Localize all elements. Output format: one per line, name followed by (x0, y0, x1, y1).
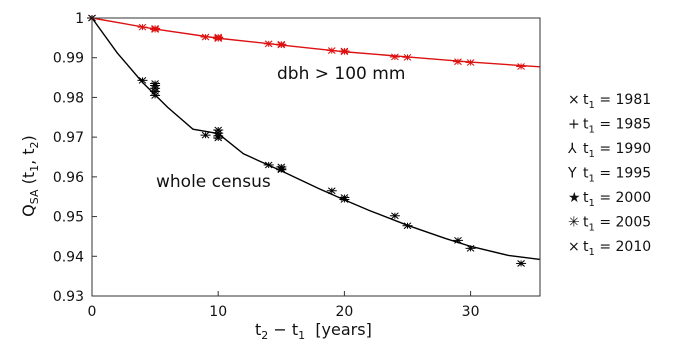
legend-marker: × (568, 92, 580, 108)
x-tick-label: 0 (88, 304, 97, 320)
x-tick-label: 30 (462, 304, 480, 320)
data-point (200, 33, 211, 41)
legend-entry: t1 = 2010 (583, 239, 651, 258)
data-point (200, 131, 211, 139)
data-point (389, 53, 400, 61)
x-axis-label: t2 − t1 [years] (255, 320, 372, 342)
legend-marker: Y (567, 166, 577, 182)
data-point (339, 196, 350, 203)
data-point (213, 134, 224, 142)
y-axis-label-sub1: 1 (28, 165, 41, 172)
legend-label-prefix: t (583, 190, 589, 206)
legend-label-suffix: = 2000 (595, 190, 651, 206)
data-point (402, 222, 413, 230)
x-axis-label-minus: − t (268, 320, 298, 339)
data-point (452, 237, 463, 244)
data-point (150, 25, 161, 33)
data-point (326, 187, 337, 195)
data-point (213, 35, 224, 43)
legend-label-sub: 1 (589, 198, 595, 209)
legend-label-prefix: t (583, 215, 589, 231)
legend-label-sub: 1 (589, 223, 595, 234)
data-point (326, 47, 337, 54)
legend-label-suffix: = 1990 (595, 141, 651, 157)
data-point (516, 63, 527, 70)
legend-entry: t1 = 1990 (583, 141, 651, 160)
plot-frame (91, 17, 541, 297)
legend-marker: ✳ (568, 215, 580, 231)
legend-marker: ⅄ (567, 141, 577, 157)
y-tick-label: 0.94 (53, 249, 84, 265)
legend-label-sub: 1 (589, 125, 595, 136)
data-point (452, 58, 463, 66)
y-tick-label: 1 (75, 11, 84, 27)
data-point (263, 161, 274, 169)
legend-label-prefix: t (583, 166, 589, 182)
y-axis-label-sub2: 2 (28, 141, 41, 148)
data-point (339, 48, 350, 56)
x-axis-label-units: [years] (305, 320, 372, 339)
x-axis-label-sub2: 2 (261, 329, 268, 342)
y-tick-label: 0.97 (53, 130, 84, 146)
legend-label-prefix: t (583, 92, 589, 108)
data-point (137, 23, 148, 31)
x-axis-label-sub1: 1 (298, 329, 305, 342)
x-axis-label-t2: t (255, 320, 261, 339)
data-point (389, 212, 400, 220)
legend-label-suffix: = 1985 (595, 117, 651, 133)
data-point (516, 260, 527, 267)
y-tick-label: 0.93 (53, 289, 84, 305)
annotation-whole-census: whole census (156, 172, 271, 192)
y-axis-label-mid: , t (19, 148, 38, 164)
data-point (150, 92, 161, 99)
legend-label-sub: 1 (589, 247, 595, 258)
y-tick-label: 0.96 (53, 170, 84, 186)
data-point (150, 82, 161, 89)
y-tick-label: 0.99 (53, 51, 84, 67)
legend-entry: t1 = 2000 (583, 190, 651, 209)
legend-entry: t1 = 1985 (583, 117, 651, 136)
legend-label-suffix: = 1981 (595, 92, 651, 108)
data-point (465, 59, 476, 66)
y-tick-label: 0.98 (53, 90, 84, 106)
data-point (263, 40, 274, 48)
fit-curves (91, 17, 541, 261)
fit-curve-0 (91, 17, 541, 68)
legend-label-sub: 1 (589, 149, 595, 160)
legend-entry: t1 = 1981 (583, 92, 651, 111)
x-tick-label: 10 (209, 304, 227, 320)
y-axis-label: QSA (t1, t2) (19, 135, 41, 217)
y-axis-label-open: (t (19, 172, 38, 190)
y-axis-label-sa: SA (28, 189, 41, 204)
legend-marker: × (568, 239, 580, 255)
legend-marker: ★ (568, 190, 581, 206)
legend-label-sub: 1 (589, 174, 595, 185)
data-point (276, 166, 287, 174)
annotation-dbh: dbh > 100 mm (277, 64, 405, 84)
y-tick-label: 0.95 (53, 210, 84, 226)
legend-label-prefix: t (583, 239, 589, 255)
y-axis-label-q: Q (19, 204, 38, 217)
legend-entry: t1 = 1995 (583, 166, 651, 185)
data-points (87, 14, 527, 267)
legend-label-prefix: t (583, 141, 589, 157)
legend-label-prefix: t (583, 117, 589, 133)
axis-ticks: 0 10 20 30 0.93 0.94 0.95 0.96 0.97 0.98 0.99 1 (53, 11, 480, 320)
legend-label-sub: 1 (589, 100, 595, 111)
data-point (137, 76, 148, 84)
data-point (402, 53, 413, 61)
x-tick-label: 20 (335, 304, 353, 320)
legend-label-suffix: = 1995 (595, 166, 651, 182)
legend-label-suffix: = 2010 (595, 239, 651, 255)
legend-entry: t1 = 2005 (583, 215, 651, 234)
data-point (276, 41, 287, 49)
fit-curve-1 (91, 17, 541, 261)
data-point (465, 244, 476, 252)
y-axis-label-group: QSA (t1, t2) (19, 135, 41, 217)
y-axis-label-close: ) (19, 135, 38, 141)
legend-label-suffix: = 2005 (595, 215, 651, 231)
legend-marker: + (568, 117, 580, 133)
